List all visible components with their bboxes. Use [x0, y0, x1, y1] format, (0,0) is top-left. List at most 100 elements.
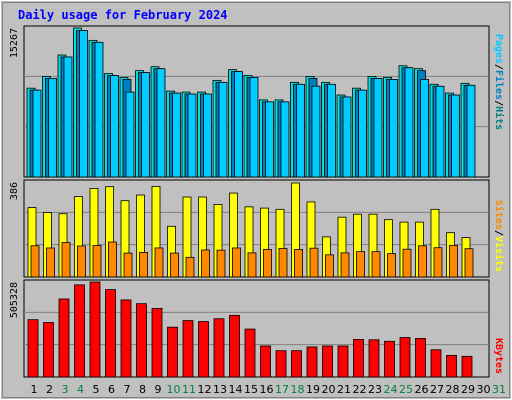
bar-sites-10 [170, 252, 179, 278]
bar-pages-8 [141, 72, 150, 178]
x-label-day-12: 12 [198, 383, 212, 396]
bar-sites-25 [402, 248, 412, 278]
x-label-day-30: 30 [477, 383, 491, 396]
bar-kbytes-6 [105, 289, 116, 378]
y-max-label-middle: 386 [9, 182, 20, 200]
chart-title: Daily usage for February 2024 [18, 8, 228, 22]
bar-kbytes-29 [461, 355, 473, 378]
bar-pages-23 [373, 78, 383, 178]
bar-pages-9 [156, 68, 166, 178]
bar-sites-15 [247, 252, 257, 278]
bar-pages-19 [311, 85, 321, 178]
bar-pages-24 [389, 79, 398, 178]
bar-pages-13 [218, 81, 228, 178]
bar-pages-5 [94, 41, 104, 178]
bar-kbytes-22 [353, 339, 364, 378]
bar-kbytes-16 [260, 345, 271, 378]
bar-sites-22 [356, 251, 365, 278]
bar-sites-29 [464, 248, 474, 278]
bar-pages-26 [420, 79, 429, 178]
bar-sites-4 [77, 245, 86, 278]
bar-pages-6 [110, 75, 119, 178]
bar-kbytes-17 [275, 350, 287, 378]
bar-sites-26 [418, 245, 427, 278]
x-label-day-1: 1 [31, 383, 38, 396]
bar-sites-17 [278, 248, 288, 278]
x-label-day-15: 15 [244, 383, 258, 396]
bar-sites-11 [185, 256, 195, 278]
x-label-day-9: 9 [155, 383, 162, 396]
x-label-day-19: 19 [306, 383, 320, 396]
panel-frame-bottom [23, 279, 490, 378]
bar-pages-12 [203, 93, 212, 178]
y-max-label-bottom: 505328 [9, 282, 20, 318]
y-max-label-top: 15267 [9, 28, 20, 58]
x-label-day-17: 17 [275, 383, 289, 396]
bar-pages-16 [265, 101, 274, 178]
x-label-day-22: 22 [353, 383, 367, 396]
bar-kbytes-8 [136, 303, 147, 378]
bar-kbytes-2 [43, 322, 54, 378]
bar-sites-5 [92, 245, 102, 278]
bar-pages-15 [249, 77, 259, 178]
x-label-day-26: 26 [415, 383, 429, 396]
bar-kbytes-12 [198, 321, 209, 378]
bar-kbytes-18 [291, 350, 302, 378]
bar-kbytes-23 [368, 339, 380, 378]
x-label-day-21: 21 [337, 383, 351, 396]
bar-kbytes-13 [213, 318, 225, 378]
bar-kbytes-20 [322, 345, 333, 378]
x-label-day-29: 29 [461, 383, 475, 396]
bar-sites-6 [108, 241, 117, 278]
bar-pages-20 [327, 83, 336, 178]
bar-kbytes-25 [399, 337, 411, 378]
x-label-day-13: 13 [213, 383, 227, 396]
bar-pages-21 [342, 96, 352, 178]
bar-kbytes-28 [446, 354, 457, 378]
bar-kbytes-9 [151, 307, 163, 378]
bar-kbytes-14 [229, 314, 240, 378]
x-label-day-28: 28 [446, 383, 460, 396]
bar-pages-10 [172, 92, 181, 178]
x-label-day-16: 16 [260, 383, 274, 396]
bar-kbytes-3 [58, 298, 70, 378]
bar-sites-16 [263, 249, 272, 278]
x-label-day-31: 31 [492, 383, 506, 396]
bar-sites-18 [294, 249, 303, 278]
bar-kbytes-21 [337, 345, 349, 378]
bar-sites-3 [61, 242, 71, 278]
x-label-day-18: 18 [291, 383, 305, 396]
x-label-day-14: 14 [229, 383, 243, 396]
bar-pages-29 [466, 84, 476, 178]
bar-pages-22 [358, 89, 367, 178]
bar-kbytes-10 [167, 326, 178, 378]
x-label-day-6: 6 [108, 383, 115, 396]
bar-kbytes-7 [120, 299, 132, 378]
legend-middle: Sites/Visits [493, 200, 505, 272]
bar-pages-2 [48, 78, 57, 178]
bar-pages-25 [404, 67, 414, 178]
bar-sites-7 [123, 252, 133, 278]
x-label-day-4: 4 [77, 383, 84, 396]
bar-sites-13 [216, 249, 226, 278]
x-label-day-20: 20 [322, 383, 336, 396]
bar-sites-2 [46, 247, 55, 278]
x-label-day-5: 5 [93, 383, 100, 396]
bar-pages-7 [125, 91, 135, 178]
bar-pages-1 [32, 89, 42, 178]
bar-pages-3 [63, 56, 73, 178]
bar-kbytes-26 [415, 338, 426, 378]
x-label-day-2: 2 [46, 383, 53, 396]
bar-pages-14 [234, 71, 243, 178]
bar-kbytes-11 [182, 320, 194, 378]
bar-kbytes-4 [74, 284, 85, 378]
bar-sites-24 [387, 253, 396, 278]
legend-top: Pages/Files/Hits [493, 34, 505, 130]
bar-kbytes-19 [306, 346, 318, 378]
bar-pages-27 [435, 85, 445, 178]
bar-sites-21 [340, 252, 350, 278]
bar-sites-28 [449, 245, 458, 278]
bar-kbytes-1 [27, 319, 39, 378]
x-label-day-8: 8 [139, 383, 146, 396]
bar-pages-17 [280, 101, 290, 178]
